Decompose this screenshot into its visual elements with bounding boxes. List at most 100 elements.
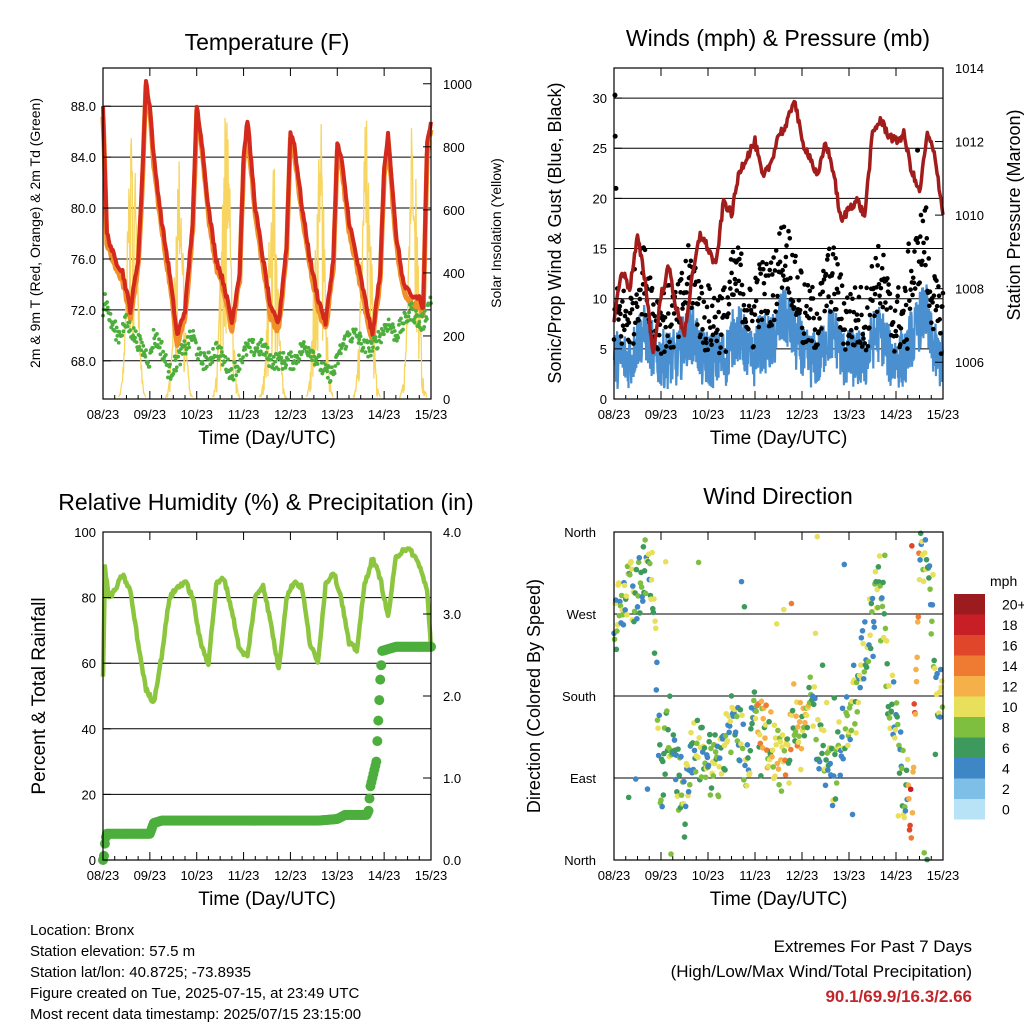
dewpoint-point [363,350,368,355]
gust-point [839,283,845,289]
dewpoint-point [240,360,245,365]
direction-point [769,753,775,760]
direction-point [906,795,912,802]
gust-point [838,272,844,277]
colorbar-cell [954,676,985,697]
direction-point [830,773,837,779]
gust-point [773,248,779,253]
direction-point [888,708,895,715]
gust-point [711,324,716,329]
gust-point [629,296,634,302]
gust-point [819,326,824,331]
direction-point [820,742,826,749]
dewpoint-point [391,325,396,330]
direction-point [825,767,831,773]
direction-point [840,755,846,762]
x-tick-label: 10/23 [180,407,213,422]
y-right-tick-label: 4.0 [443,525,461,540]
gust-point [751,344,756,349]
gust-point [811,315,816,321]
direction-point [691,747,698,754]
direction-point [928,631,935,637]
gust-point [929,320,934,326]
gust-point [852,285,858,290]
x-tick-label: 09/23 [134,407,167,422]
gust-point [855,317,861,323]
gust-point [751,304,757,309]
y-right-tick-label: 1000 [443,77,472,92]
direction-point [774,760,781,767]
dewpoint-point [367,349,372,353]
dewpoint-point [196,357,200,361]
direction-point [642,537,648,543]
colorbar-label: 12 [1002,678,1018,694]
dewpoint-point [133,329,138,334]
dewpoint-point [189,338,194,343]
gust-point [905,346,910,351]
pressure-line [612,99,945,355]
direction-point [874,604,881,611]
gust-point [915,147,921,153]
dewpoint-point [344,344,349,349]
colorbar-label: 0 [1002,801,1010,817]
direction-point [758,772,764,779]
colorbar-label: 16 [1002,637,1018,653]
dewpoint-point [163,359,168,364]
direction-point [908,835,915,841]
gust-point [927,289,933,295]
dewpoint-point [133,335,138,340]
direction-point [848,727,855,734]
direction-point [845,742,851,749]
gust-point [760,266,766,272]
chart-title: Relative Humidity (%) & Precipitation (i… [58,489,473,515]
direction-point [686,781,693,788]
gust-point [656,332,662,338]
gust-point [819,280,825,286]
gust-point [894,299,900,305]
direction-point [665,726,671,733]
y-tick-label: 0 [89,853,96,868]
gust-point [883,300,888,305]
direction-point [843,694,850,700]
x-tick-label: 10/23 [692,407,725,422]
2m-temperature-line [101,78,433,337]
gust-point [622,313,628,319]
direction-point [634,615,640,622]
dewpoint-point [220,350,224,354]
gust-point [872,313,877,319]
gust-point [820,289,826,295]
direction-point [914,619,921,625]
x-tick-label: 10/23 [180,868,213,883]
y-right-tick-label: 1014 [955,61,984,76]
dewpoint-point [243,347,248,352]
gust-point [663,324,668,330]
gust-point [824,257,830,262]
direction-point [931,657,937,664]
direction-point [650,609,657,616]
direction-point [756,731,763,738]
gust-point [777,259,783,265]
gust-point [738,262,743,268]
direction-point [722,767,728,773]
extremes-box: Extremes For Past 7 Days (High/Low/Max W… [671,934,972,1009]
gust-point [908,268,914,274]
direction-point [923,556,930,563]
direction-point [681,778,687,785]
dewpoint-point [381,332,386,337]
gust-point [854,312,860,317]
direction-point [724,738,731,744]
direction-point [736,757,743,764]
y-tick-label: 20 [82,787,96,802]
dewpoint-point [333,364,338,368]
direction-point [867,632,873,638]
direction-point [695,559,702,566]
direction-point [884,660,890,667]
dewpoint-point [248,345,252,350]
gust-point [849,334,855,340]
direction-point [635,559,642,566]
gust-point [784,243,789,248]
gust-point [934,278,939,283]
direction-point [743,782,750,789]
dewpoint-point [350,336,355,341]
gust-point [845,341,851,346]
